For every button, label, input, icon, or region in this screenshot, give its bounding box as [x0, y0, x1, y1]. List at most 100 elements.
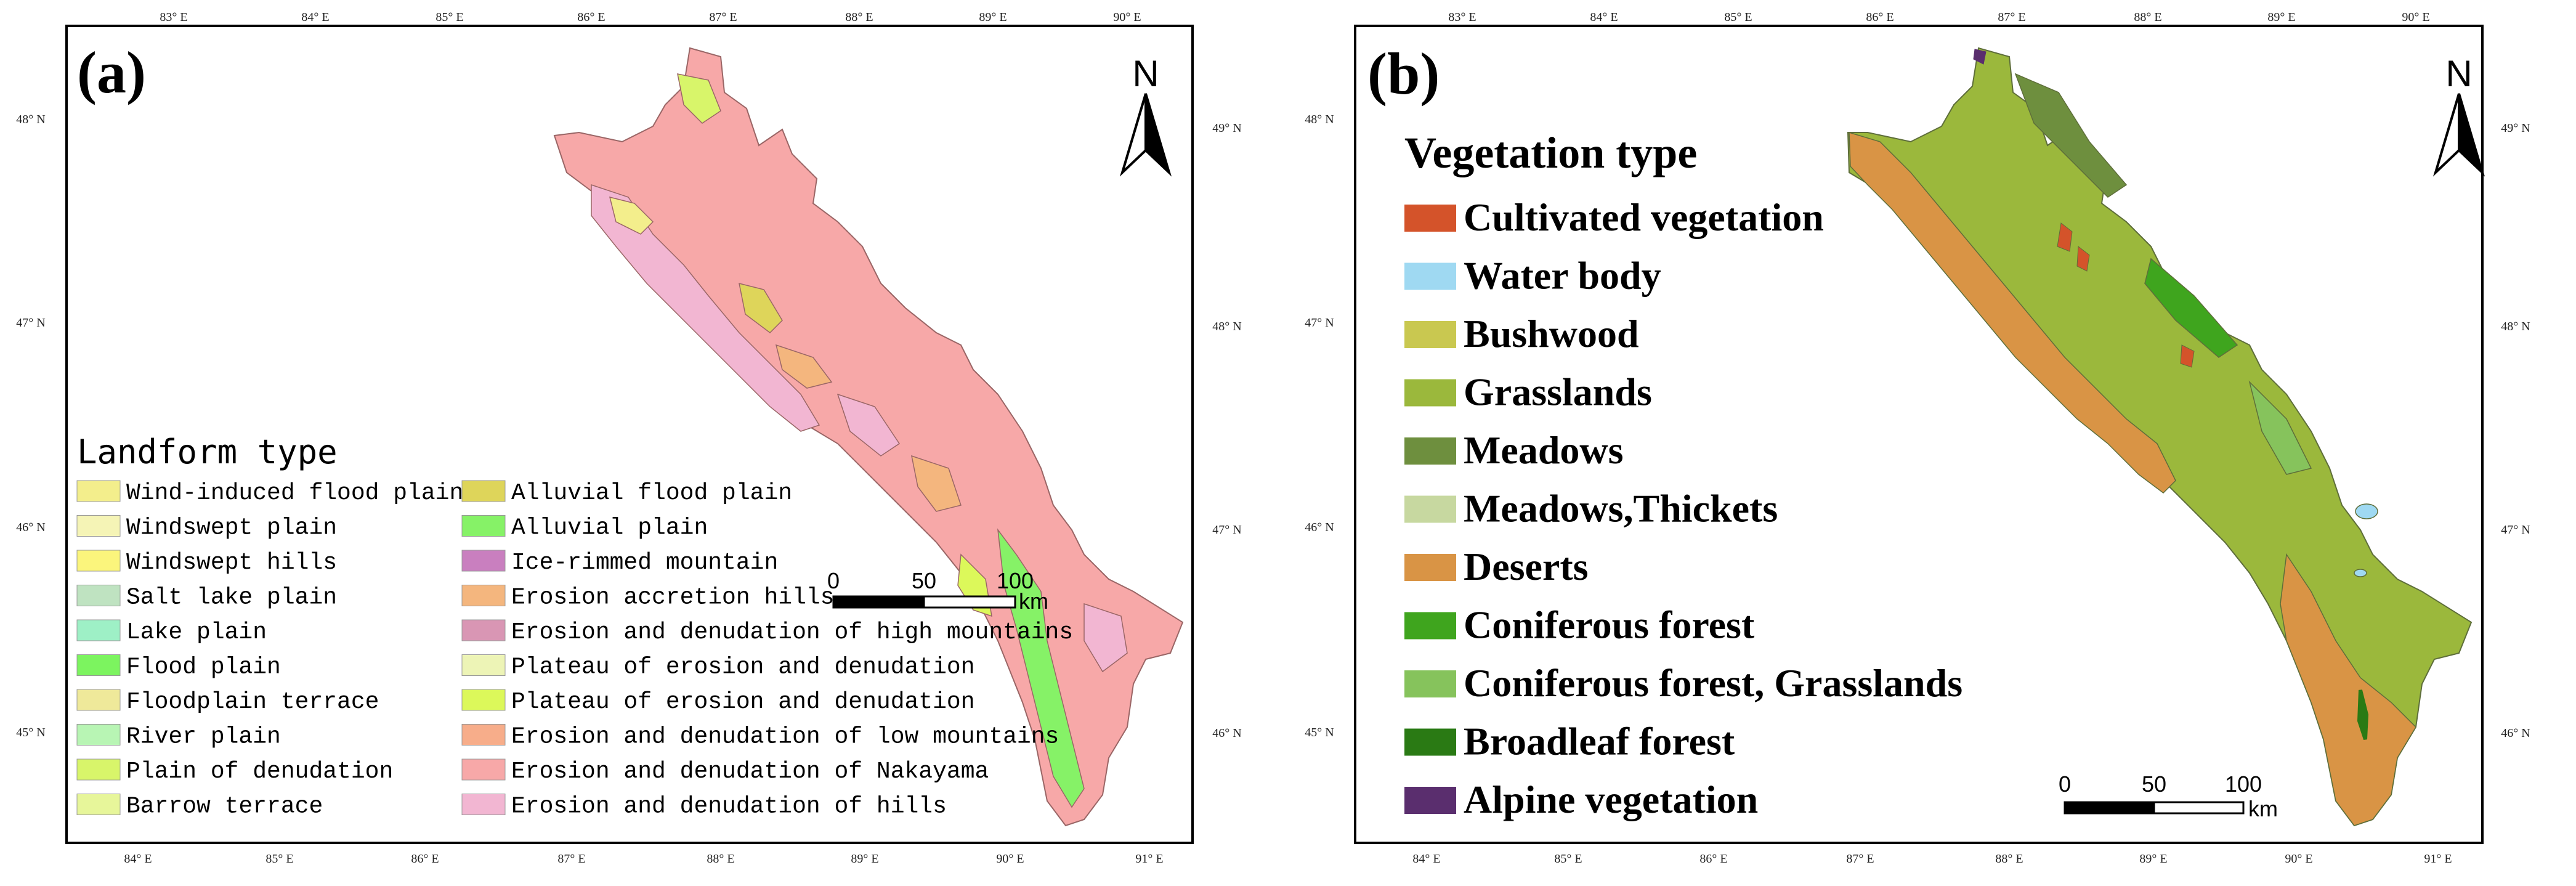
top-lon-label: 89° E — [2267, 10, 2295, 24]
right-lat-label: 49° N — [2501, 121, 2530, 135]
legend-swatch — [1404, 670, 1456, 697]
legend-item-label: Erosion accretion hills — [511, 585, 835, 611]
legend-swatch — [76, 550, 121, 572]
legend-item-label: Erosion and denudation of low mountains — [511, 724, 1059, 750]
left-lat-label: 47° N — [1305, 316, 1334, 330]
bottom-lon-label: 87° E — [1846, 852, 1874, 866]
left-lat-label: 46° N — [16, 521, 45, 534]
legend-swatch — [1404, 262, 1456, 290]
legend-swatch — [76, 515, 121, 537]
scale-mid-label: 50 — [912, 568, 936, 593]
legend-swatch — [1404, 495, 1456, 523]
bottom-lon-label: 84° E — [1412, 852, 1440, 866]
left-lat-label: 45° N — [16, 726, 45, 739]
vegetation-legend: Vegetation type Cultivated vegetation Wat… — [1404, 128, 1962, 821]
legend-swatch — [461, 689, 506, 711]
bottom-lon-label: 84° E — [124, 852, 152, 866]
legend-swatch — [461, 619, 506, 641]
top-lon-label: 84° E — [301, 10, 329, 24]
legend-swatch — [1404, 321, 1456, 348]
legend-item-label: Bushwood — [1464, 312, 1639, 356]
legend-item-label: Meadows — [1464, 428, 1624, 472]
legend-item-label: Windswept plain — [126, 515, 337, 542]
top-lon-label: 88° E — [2134, 10, 2161, 24]
scale-zero-label: 0 — [2059, 771, 2071, 797]
legend-item-label: Plain of denudation — [126, 758, 393, 785]
legend-swatch — [76, 480, 121, 502]
left-latitude-labels: 48° N 47° N 46° N 45° N — [16, 113, 45, 739]
north-arrow-icon: N — [2432, 53, 2485, 177]
right-lat-label: 48° N — [2501, 320, 2530, 333]
legend-swatch — [76, 689, 121, 711]
top-lon-label: 85° E — [435, 10, 463, 24]
legend-swatch — [461, 654, 506, 676]
top-lon-label: 86° E — [577, 10, 605, 24]
legend-item-label: Alluvial plain — [511, 515, 708, 542]
legend-swatch — [461, 550, 506, 572]
top-lon-label: 83° E — [1448, 10, 1476, 24]
bottom-longitude-labels: 84° E 85° E 86° E 87° E 88° E 89° E 90° … — [1412, 852, 2452, 866]
legend-item-label: Plateau of erosion and denudation — [511, 654, 975, 681]
legend-item-label: Deserts — [1464, 545, 1589, 588]
legend-swatch — [461, 515, 506, 537]
bottom-lon-label: 91° E — [1135, 852, 1163, 866]
bottom-longitude-labels: 84° E 85° E 86° E 87° E 88° E 89° E 90° … — [124, 852, 1163, 866]
legend-swatch — [76, 585, 121, 606]
legend-item-label: Erosion and denudation of Nakayama — [511, 758, 989, 785]
legend-swatch — [76, 619, 121, 641]
right-lat-label: 49° N — [1212, 121, 1241, 135]
legend-item-label: Broadleaf forest — [1464, 720, 1735, 763]
scale-mid-label: 50 — [2142, 771, 2166, 797]
scale-max-label: 100 — [2225, 771, 2262, 797]
right-latitude-labels: 49° N 48° N 47° N 46° N — [1212, 121, 1241, 740]
legend-item-label: Barrow terrace — [126, 794, 323, 820]
legend-swatch — [1404, 379, 1456, 407]
left-lat-label: 45° N — [1305, 726, 1334, 739]
bottom-lon-label: 89° E — [2139, 852, 2167, 866]
top-lon-label: 89° E — [979, 10, 1007, 24]
legend-item-label: Windswept hills — [126, 550, 337, 576]
right-lat-label: 46° N — [2501, 726, 2530, 740]
landform-map-svg: 83° E 84° E 85° E 86° E 87° E 88° E 89° … — [16, 10, 1241, 866]
bottom-lon-label: 85° E — [265, 852, 293, 866]
right-lat-label: 46° N — [1212, 726, 1241, 740]
bottom-lon-label: 88° E — [1995, 852, 2023, 866]
legend-swatch — [1404, 205, 1456, 232]
legend-item-label: Coniferous forest — [1464, 603, 1755, 647]
legend-item-label: Alluvial flood plain — [511, 480, 792, 506]
panel-label: (b) — [1367, 41, 1440, 107]
legend-title: Vegetation type — [1404, 128, 1697, 177]
legend-item-label: Floodplain terrace — [126, 689, 379, 715]
legend-swatch — [461, 758, 506, 781]
study-area-landform-polygon — [553, 47, 1184, 827]
top-lon-label: 86° E — [1866, 10, 1894, 24]
right-lat-label: 47° N — [1212, 523, 1241, 537]
legend-item-label: Wind-induced flood plain — [126, 480, 463, 506]
legend-swatch — [461, 585, 506, 606]
scale-unit-label: km — [2248, 796, 2278, 821]
legend-swatch — [76, 794, 121, 815]
legend-swatch — [461, 480, 506, 502]
bottom-lon-label: 91° E — [2424, 852, 2452, 866]
legend-item-label: Salt lake plain — [126, 585, 337, 611]
top-longitude-labels: 83° E 84° E 85° E 86° E 87° E 88° E 89° … — [1448, 10, 2429, 24]
left-latitude-labels: 48° N 47° N 46° N 45° N — [1305, 113, 1334, 739]
legend-swatch — [461, 724, 506, 746]
top-longitude-labels: 83° E 84° E 85° E 86° E 87° E 88° E 89° … — [160, 10, 1141, 24]
legend-item-label: Meadows,Thickets — [1464, 487, 1778, 530]
right-latitude-labels: 49° N 48° N 47° N 46° N — [2501, 121, 2530, 740]
bottom-lon-label: 90° E — [996, 852, 1024, 866]
right-lat-label: 48° N — [1212, 320, 1241, 333]
panel-label: (a) — [77, 39, 146, 105]
north-label: N — [1132, 53, 1159, 94]
landform-legend: Landform type Wind-induced flood plain Wi… — [76, 433, 1073, 820]
bottom-lon-label: 86° E — [411, 852, 439, 866]
left-lat-label: 47° N — [16, 316, 45, 330]
north-label: N — [2445, 53, 2472, 94]
legend-swatch — [1404, 437, 1456, 465]
legend-swatch — [1404, 612, 1456, 640]
bottom-lon-label: 88° E — [707, 852, 734, 866]
legend-item-label: Cultivated vegetation — [1464, 195, 1824, 239]
north-arrow-icon: N — [1119, 53, 1172, 177]
left-lat-label: 48° N — [1305, 113, 1334, 126]
